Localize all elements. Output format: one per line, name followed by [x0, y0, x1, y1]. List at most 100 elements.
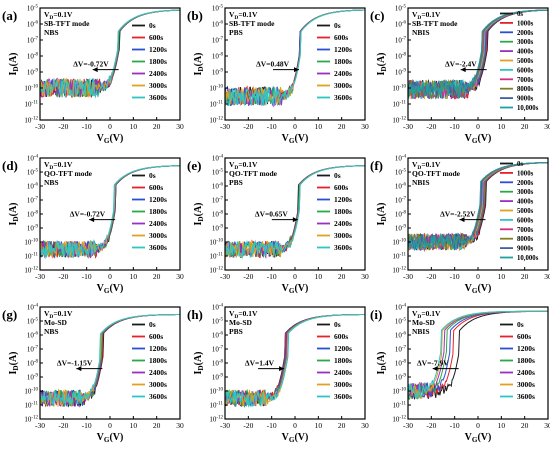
x-tick-label: -10: [267, 421, 277, 430]
shift-annotation: ΔV=-0.72V: [70, 210, 106, 219]
y-tick-label: 10-4: [395, 304, 407, 312]
x-tick-label: -30: [35, 122, 45, 131]
legend-label: 0s: [149, 320, 156, 329]
y-tick-label: 10-4: [212, 155, 224, 163]
x-tick-label: 30: [361, 272, 369, 281]
x-tick-label: -20: [243, 272, 253, 281]
x-tick-label: 20: [153, 122, 161, 131]
x-tick-label: 0: [293, 272, 297, 281]
legend-label: 2000s: [517, 30, 534, 37]
shift-annotation: ΔV=0.65V: [255, 210, 289, 219]
legend-label: 4000s: [517, 199, 534, 206]
curves: [225, 165, 365, 260]
panel-letter: (d): [2, 158, 18, 173]
x-tick-label: 0: [108, 122, 112, 131]
y-tick-label: 10-8: [395, 211, 407, 219]
legend-label: 2400s: [149, 368, 167, 377]
y-tick-label: 10-12: [24, 416, 38, 424]
y-tick-label: 10-7: [395, 346, 407, 354]
legend-label: 1200s: [517, 344, 535, 353]
y-tick-label: 10-8: [212, 53, 224, 61]
y-tick-label: 10-11: [25, 253, 39, 261]
x-tick-label: -30: [403, 122, 413, 131]
legend-label: 3000s: [517, 39, 534, 46]
legend-label: 3000s: [334, 231, 352, 240]
y-tick-label: 10-10: [24, 85, 38, 93]
series-line-10,000s: [408, 162, 548, 251]
y-axis-label: ID(A): [8, 203, 20, 226]
y-tick-label: 10-8: [27, 211, 39, 219]
x-tick-label: -10: [267, 122, 277, 131]
legend-label: 3000s: [334, 81, 352, 90]
legend-label: 0s: [334, 320, 341, 329]
series-line-3600s: [40, 314, 180, 407]
info-text: NBS: [44, 28, 59, 37]
x-tick-label: 30: [176, 272, 184, 281]
x-tick-label: -30: [220, 122, 230, 131]
shift-arrowhead: [460, 67, 466, 73]
y-tick-label: 10-7: [212, 346, 224, 354]
legend-label: 1200s: [149, 344, 167, 353]
x-tick-label: -10: [450, 421, 460, 430]
panel-letter: (h): [187, 307, 203, 322]
x-tick-label: 0: [108, 272, 112, 281]
panel-letter: (f): [370, 158, 383, 173]
shift-arrowhead: [92, 67, 98, 73]
y-tick-label: 10-10: [24, 239, 38, 247]
panel-letter: (i): [370, 307, 382, 322]
shift-annotation: ΔV=-7.9V: [417, 359, 449, 368]
legend-label: 0s: [149, 171, 156, 180]
y-tick-label: 10-9: [395, 225, 407, 233]
x-tick-label: 30: [176, 122, 184, 131]
y-axis-label: ID(A): [8, 352, 20, 375]
y-tick-label: 10-11: [210, 253, 224, 261]
x-axis-label: VG(V): [465, 432, 492, 444]
y-tick-label: 10-8: [395, 53, 407, 61]
legend-label: 600s: [149, 33, 163, 42]
x-tick-label: 20: [338, 122, 346, 131]
legend-label: 3600s: [334, 243, 352, 252]
x-axis-label: VG(V): [97, 432, 124, 444]
curves: [40, 314, 180, 408]
x-tick-label: 30: [361, 122, 369, 131]
shift-arrowhead: [432, 366, 438, 372]
y-tick-label: 10-6: [212, 21, 224, 29]
x-axis-label: VG(V): [465, 133, 492, 145]
series-line-3600s: [225, 9, 365, 107]
info-text: NBIS: [412, 327, 430, 336]
legend-label: 6000s: [517, 217, 534, 224]
x-axis-label: VG(V): [97, 283, 124, 295]
legend-label: 2400s: [334, 219, 352, 228]
x-tick-label: -20: [58, 272, 68, 281]
curves: [225, 9, 365, 108]
legend-label: 9000s: [517, 246, 534, 253]
info-text: VD=0.1V: [229, 309, 258, 320]
legend-label: 0s: [334, 171, 341, 180]
y-tick-label: 10-8: [212, 360, 224, 368]
panel-f: -30 -20 -10 0 10 20 30 10-12 10-11 10-10 10-9 10-8 1…: [370, 155, 550, 296]
y-tick-label: 10-6: [27, 183, 39, 191]
y-tick-label: 10-12: [209, 267, 223, 275]
info-text: NBS: [44, 327, 59, 336]
y-tick-label: 10-12: [392, 416, 406, 424]
legend-label: 3000s: [149, 81, 167, 90]
legend-label: 600s: [517, 332, 531, 341]
x-tick-label: 0: [476, 421, 480, 430]
y-tick-label: 10-10: [392, 239, 406, 247]
x-tick-label: -10: [267, 272, 277, 281]
legend-label: 1000s: [517, 20, 534, 27]
panel-e: -30 -20 -10 0 10 20 30 10-12 10-11 10-10 10-9 10-8 1…: [187, 155, 369, 296]
x-tick-label: 10: [498, 421, 506, 430]
y-tick-label: 10-8: [27, 360, 39, 368]
y-tick-label: 10-6: [27, 21, 39, 29]
info-text: VD=0.1V: [229, 160, 258, 171]
x-tick-label: 10: [315, 421, 323, 430]
x-tick-label: 20: [338, 272, 346, 281]
y-tick-label: 10-4: [27, 155, 39, 163]
legend-label: 3000s: [149, 380, 167, 389]
x-tick-label: -20: [58, 421, 68, 430]
x-tick-label: -20: [243, 421, 253, 430]
series-line-3600s: [40, 165, 180, 258]
